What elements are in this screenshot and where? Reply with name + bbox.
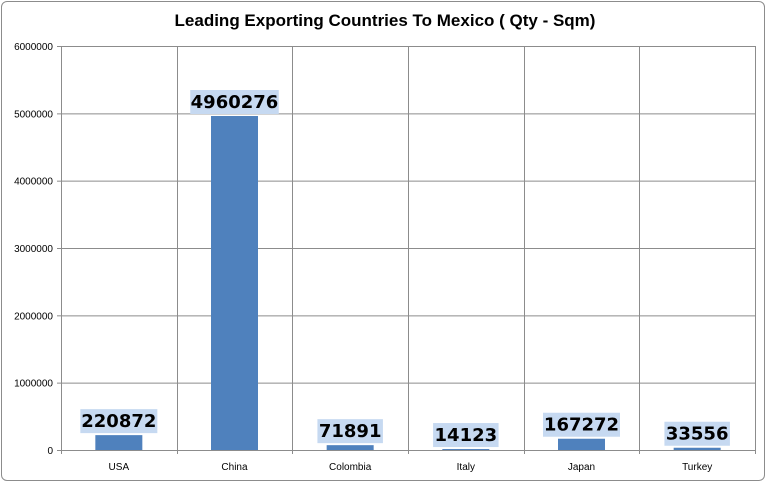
data-label-box [80,409,158,434]
bar-japan [558,438,605,450]
x-tick-label: Turkey [682,462,712,473]
data-label: 33556 [666,424,729,445]
data-label-box [317,419,383,444]
data-label-box [664,421,730,446]
y-tick-label: 3000000 [14,244,53,255]
y-tick-label: 4000000 [14,177,53,188]
data-label: 167272 [544,415,619,436]
x-tick-label: Italy [457,462,475,473]
x-tick-label: China [221,462,248,473]
data-label-box [543,412,620,437]
y-tick-label: 5000000 [14,109,53,120]
x-tick-label: Japan [568,462,595,473]
x-tick-label: Colombia [329,462,372,473]
data-label: 220872 [81,411,156,432]
chart-title: Leading Exporting Countries To Mexico ( … [174,11,596,30]
data-label-box [190,90,279,115]
data-label: 14123 [435,425,498,446]
data-label: 4960276 [191,92,279,113]
data-label: 71891 [319,421,382,442]
bar-turkey [673,447,721,450]
data-label-box [433,423,499,448]
y-tick-label: 0 [47,446,53,457]
bar-colombia [326,445,374,450]
bar-usa [95,435,143,450]
y-tick-label: 1000000 [14,379,53,390]
bar-italy [442,449,490,450]
y-tick-label: 6000000 [14,42,53,53]
y-tick-label: 2000000 [14,311,53,322]
bar-china [211,116,258,450]
x-tick-label: USA [109,462,130,473]
